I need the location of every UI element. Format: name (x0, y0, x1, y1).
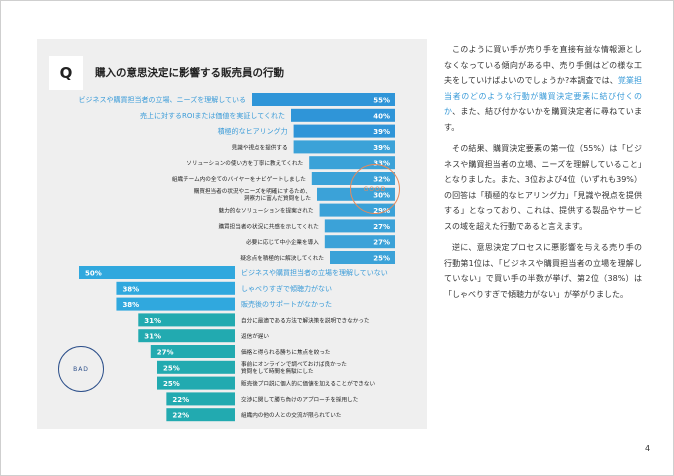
good-bar (330, 251, 395, 264)
good-value-label: 33% (373, 160, 390, 168)
bad-bar (138, 313, 235, 327)
good-category-label: 必要に応じて中小企業を導入 (246, 238, 319, 246)
bad-category-label: しゃべりすぎで傾聴力がない (241, 284, 332, 293)
bad-category-label: 交渉に関して勝ち負けのアプローチを採用した (241, 395, 359, 403)
good-stamp: GOOD (350, 164, 400, 214)
good-category-label: 組織チーム内の全てのバイヤーをナビゲートしました (172, 175, 306, 183)
good-category-label: 売上に対するROIまたは価値を実証してくれた (140, 111, 285, 120)
bad-bar (116, 297, 235, 311)
good-category-label: ソリューションの使い方を丁寧に教えてくれた (186, 159, 303, 167)
good-value-label: 25% (373, 255, 390, 263)
bad-bar (150, 345, 235, 358)
bad-value-label: 27% (157, 349, 174, 357)
bad-value-label: 50% (85, 270, 102, 278)
body-text: このように買い手が売り手を直接有益な情報源としなくなっている傾向がある中、売り手… (444, 42, 642, 308)
bad-value-label: 31% (144, 333, 161, 341)
bad-value-label: 22% (172, 412, 189, 420)
good-bar (293, 140, 395, 154)
bad-stamp: BAD (58, 346, 104, 392)
bad-bar (157, 360, 235, 374)
bad-category-label: 事前にオンラインで調べておけば良かった質問をして時間を無駄にした (241, 360, 347, 375)
body-highlight: 覚業担当者のどのような行動が購買決定要素に結び付くのか (444, 76, 642, 116)
bad-value-label: 38% (122, 285, 139, 293)
bad-category-label: ビジネスや購買担当者の立場を理解していない (241, 268, 388, 277)
good-value-label: 40% (373, 112, 390, 120)
bad-bar (166, 408, 235, 422)
chart-title: 購入の意思決定に影響する販売員の行動 (95, 67, 284, 79)
bad-value-label: 22% (172, 396, 189, 404)
good-category-label: 見識や視点を提供する (232, 143, 288, 151)
bad-category-label: 価格と得られる勝ちに焦点を絞った (241, 348, 331, 356)
bad-value-label: 25% (163, 380, 180, 388)
good-bar (293, 124, 395, 138)
bad-bar (116, 281, 235, 295)
body-paragraph-3: 逆に、意思決定プロセスに悪影響を与える売り手の行動第1位は、「ビジネスや購買担当… (444, 243, 642, 299)
good-value-label: 27% (373, 223, 390, 231)
question-badge: Q (49, 56, 83, 90)
good-bar (324, 219, 395, 233)
good-category-label: 積極的なヒアリング力 (218, 127, 288, 136)
good-bar (324, 235, 395, 249)
body-paragraph-2: その結果、購買決定要素の第一位（55%）は「ビジネスや購買担当者の立場、ニーズを… (444, 144, 642, 231)
good-category-label: 疑念点を積極的に解決してくれた (240, 254, 324, 262)
page-number: 4 (645, 444, 651, 453)
bad-bar (138, 329, 235, 343)
bad-category-label: 返信が遅い (241, 332, 269, 340)
bad-bar (79, 266, 235, 279)
good-value-label: 39% (373, 144, 390, 152)
good-bar (291, 108, 395, 122)
bad-value-label: 31% (144, 317, 161, 325)
good-value-label: 55% (373, 97, 390, 105)
bad-category-label: 販売後のサポートがなかった (241, 300, 332, 309)
body-paragraph-1: このように買い手が売り手を直接有益な情報源としなくなっている傾向がある中、売り手… (444, 45, 642, 132)
good-category-label: ビジネスや購買担当者の立場、ニーズを理解している (79, 95, 246, 104)
bad-value-label: 25% (163, 364, 180, 372)
bad-bar (157, 376, 235, 390)
bad-value-label: 38% (122, 301, 139, 309)
bad-category-label: 組織内の他の人との交流が限られていた (241, 411, 342, 419)
bad-category-label: 販売後プロ説に個人的に価値を加えることができない (241, 380, 375, 388)
good-value-label: 27% (373, 239, 390, 247)
good-value-label: 39% (373, 128, 390, 136)
good-category-label: 購買担当者の状況やニーズを明確にするため、洞察力に富んだ質問をした (194, 187, 312, 202)
good-category-label: 魅力的なソリューションを提案された (219, 207, 314, 215)
good-category-label: 購買担当者の状況に共感を示してくれた (218, 222, 319, 230)
good-bar (252, 93, 395, 106)
bad-bar (166, 392, 235, 406)
bad-category-label: 自分に最適である方法で解決策を説明できなかった (241, 316, 370, 324)
